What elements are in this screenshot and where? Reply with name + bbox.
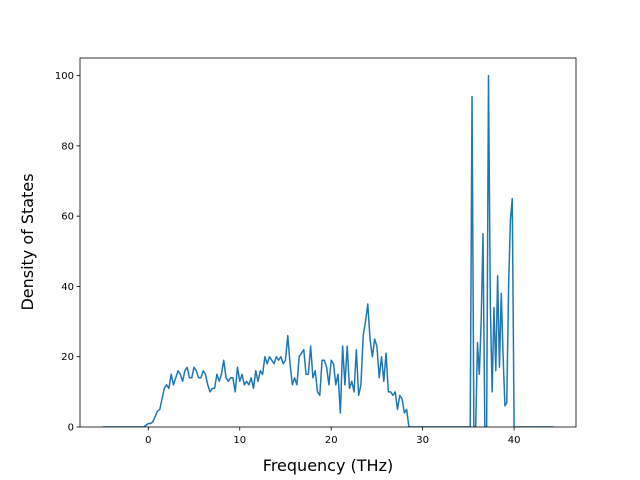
y-tick-label: 80	[61, 141, 74, 152]
y-axis-label: Density of States	[18, 173, 37, 310]
x-tick-label: 10	[233, 435, 246, 446]
y-tick-label: 20	[61, 352, 74, 363]
y-tick-label: 100	[55, 71, 74, 82]
x-axis-label: Frequency (THz)	[263, 456, 393, 475]
x-tick-label: 20	[325, 435, 338, 446]
y-tick-label: 60	[61, 212, 74, 223]
x-tick-label: 40	[508, 435, 521, 446]
plot-frame	[79, 57, 577, 428]
line	[102, 74, 554, 427]
x-tick-label: 0	[145, 435, 151, 446]
y-tick-label: 40	[61, 282, 74, 293]
x-tick-label: 30	[416, 435, 429, 446]
y-tick-label: 0	[68, 423, 74, 434]
